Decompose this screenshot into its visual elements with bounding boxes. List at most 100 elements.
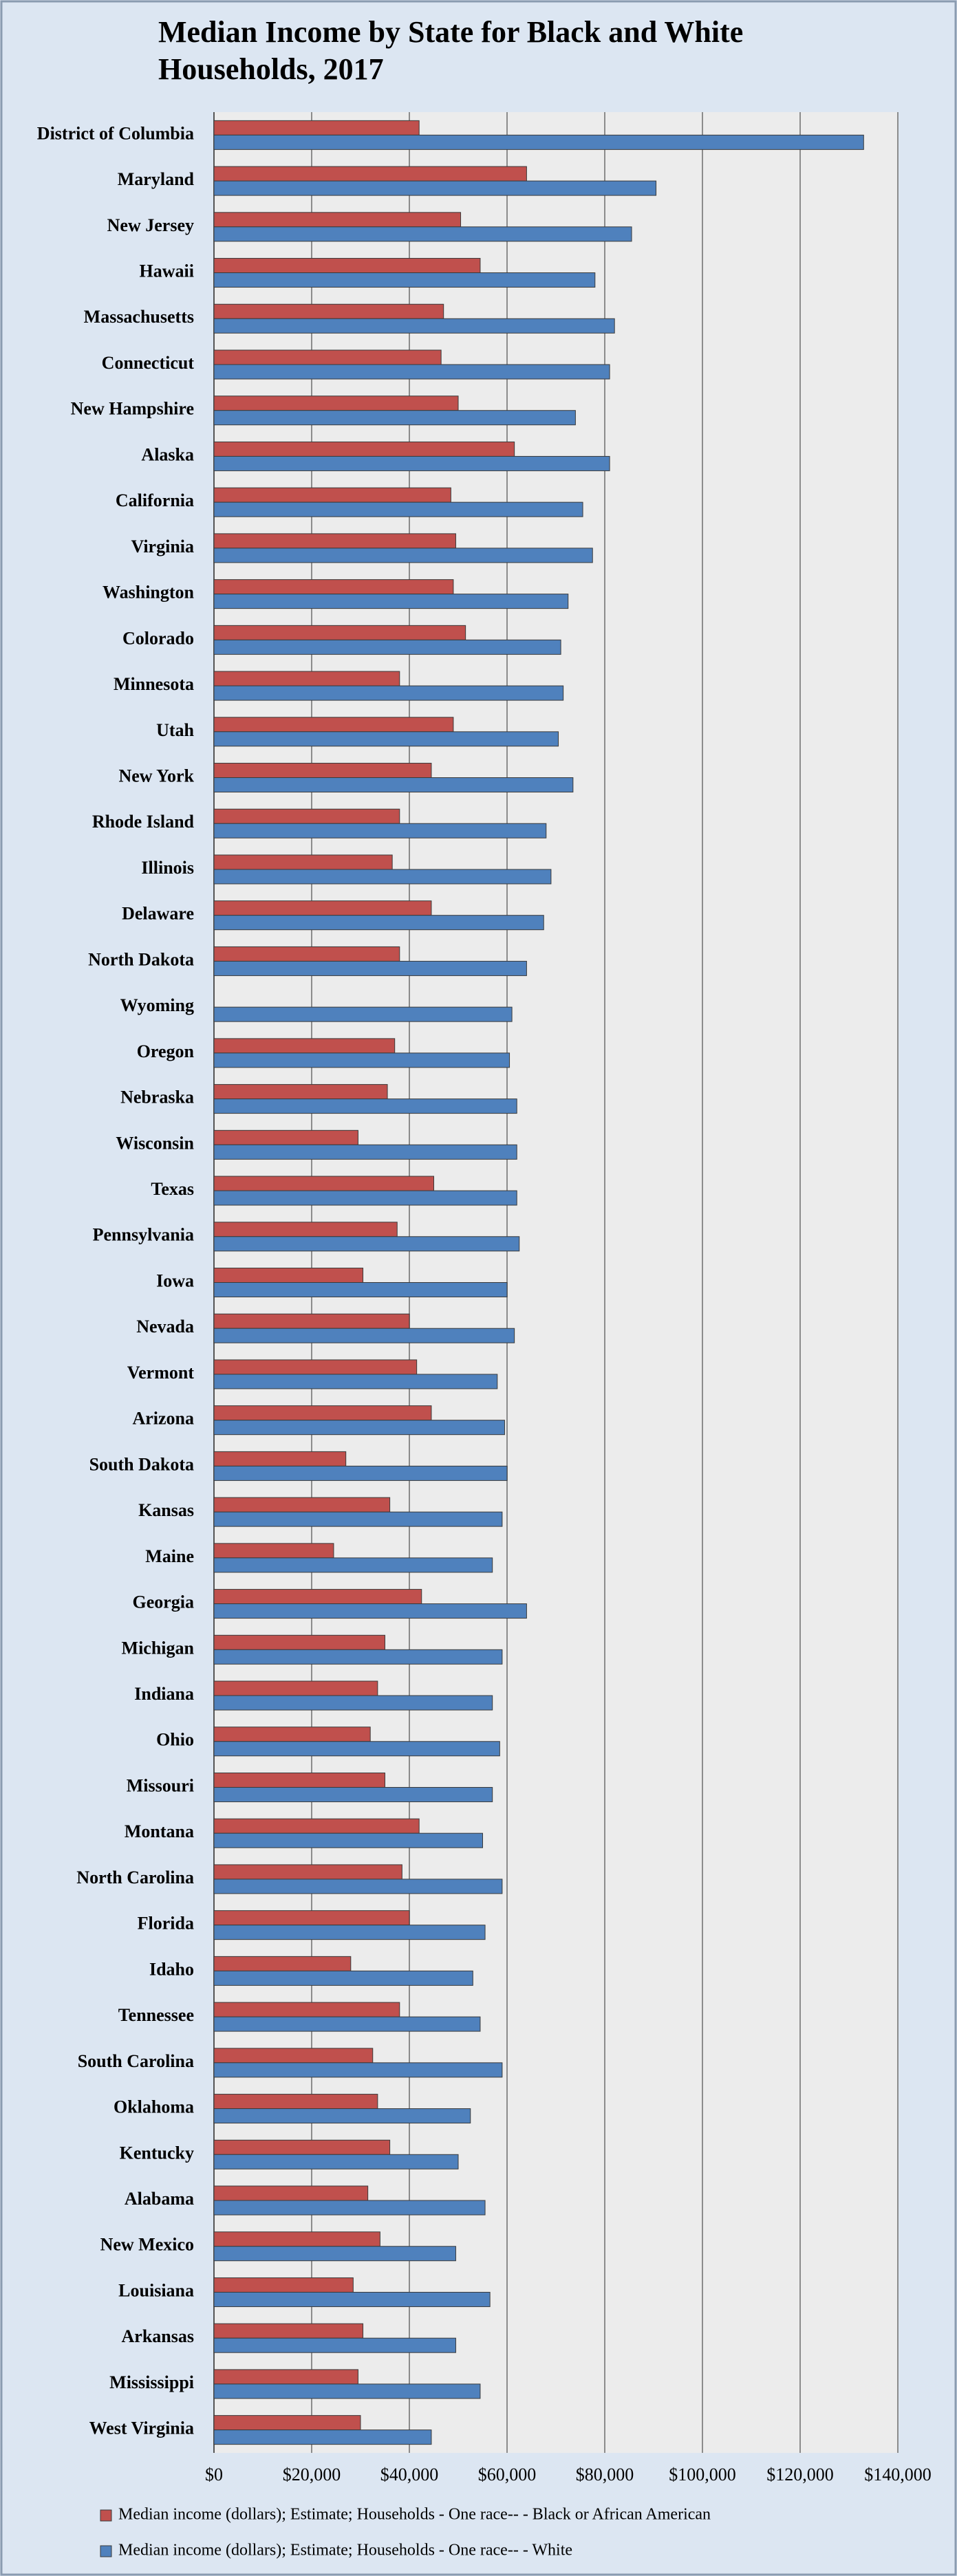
legend-swatch	[100, 2509, 112, 2522]
y-tick-label: North Carolina	[76, 1868, 194, 1887]
y-tick-label: Iowa	[156, 1270, 194, 1290]
y-tick-label: Massachusetts	[84, 307, 194, 327]
bar	[213, 869, 552, 885]
bar	[213, 2429, 432, 2445]
bar	[213, 533, 456, 549]
bar	[213, 303, 444, 319]
y-tick-label: Nebraska	[120, 1087, 194, 1107]
y-tick-label: Wisconsin	[116, 1133, 194, 1153]
bar	[213, 685, 564, 701]
bar	[213, 1818, 420, 1834]
bar	[213, 441, 515, 457]
bar	[213, 2383, 481, 2399]
y-tick-label: District of Columbia	[37, 123, 194, 143]
y-tick-label: Illinois	[141, 858, 194, 878]
bar	[213, 1680, 378, 1696]
y-tick-label: South Carolina	[78, 2051, 194, 2071]
bar	[213, 2094, 378, 2110]
x-tick-label: $20,000	[283, 2465, 341, 2485]
bar	[213, 2231, 380, 2247]
bar	[213, 1832, 483, 1848]
bar	[213, 1006, 513, 1022]
y-tick-label: Pennsylvania	[93, 1225, 194, 1245]
bar	[213, 1497, 391, 1513]
bar	[213, 777, 574, 793]
bar	[213, 349, 442, 365]
bar	[213, 1098, 517, 1114]
y-tick-label: Florida	[138, 1914, 194, 1934]
bar	[213, 671, 400, 686]
bar	[213, 212, 462, 228]
title-box: Median Income by State for Black and Whi…	[158, 15, 743, 86]
y-tick-label: Texas	[151, 1179, 194, 1199]
bar	[213, 1222, 398, 1237]
bar	[213, 1451, 347, 1466]
bar	[213, 854, 393, 870]
bar	[213, 1543, 334, 1559]
bar	[213, 2246, 456, 2262]
legend-label: Median income (dollars); Estimate; House…	[118, 2506, 711, 2524]
y-tick-label: Arkansas	[122, 2326, 194, 2346]
y-tick-label: Colorado	[122, 628, 194, 648]
y-tick-label: Mississippi	[109, 2372, 194, 2392]
y-tick-label: Ohio	[156, 1730, 194, 1750]
x-tick-label: $140,000	[864, 2465, 932, 2485]
y-tick-label: West Virginia	[89, 2418, 194, 2438]
bar	[213, 1741, 500, 1757]
y-tick-label: Tennessee	[118, 2005, 194, 2025]
bar	[213, 1268, 364, 1283]
y-tick-label: North Dakota	[88, 949, 194, 969]
bar	[213, 318, 615, 334]
bar	[213, 1405, 432, 1421]
bar	[213, 1879, 503, 1894]
x-tick-label: $120,000	[766, 2465, 834, 2485]
y-tick-label: Wyoming	[120, 995, 194, 1015]
y-tick-label: Hawaii	[140, 261, 194, 281]
bar	[213, 808, 400, 824]
bar	[213, 364, 610, 380]
bar	[213, 1956, 352, 1971]
y-tick-label: Connecticut	[102, 353, 195, 373]
y-tick-label: Oklahoma	[114, 2097, 194, 2117]
bar	[213, 2323, 364, 2339]
bar	[213, 410, 576, 426]
bar	[213, 120, 420, 136]
y-tick-label: Nevada	[136, 1317, 194, 1336]
y-tick-label: Rhode Island	[92, 812, 195, 832]
y-tick-label: Alabama	[125, 2189, 194, 2209]
bar	[213, 1282, 508, 1297]
y-tick-label: Maryland	[118, 169, 195, 189]
bar	[213, 625, 466, 640]
x-tick-label: $60,000	[478, 2465, 537, 2485]
bar	[213, 915, 544, 931]
y-tick-label: Utah	[156, 720, 194, 740]
bar	[213, 501, 583, 517]
bar	[213, 579, 454, 595]
y-tick-label: Kansas	[138, 1500, 194, 1520]
y-tick-label: Indiana	[134, 1684, 194, 1704]
bar	[213, 134, 864, 150]
y-tick-label: Virginia	[131, 537, 194, 556]
bar	[213, 639, 561, 655]
y-tick-label: New Jersey	[107, 215, 194, 235]
bar	[213, 1052, 510, 1068]
y-tick-label: New York	[118, 766, 194, 786]
bar	[213, 2108, 471, 2124]
bar	[213, 548, 593, 563]
bar	[213, 180, 657, 196]
bar	[213, 1129, 358, 1145]
y-tick-label: Alaska	[141, 444, 194, 464]
bar	[213, 2415, 361, 2431]
bar	[213, 1589, 422, 1605]
x-tick-label: $80,000	[576, 2465, 634, 2485]
bar	[213, 2185, 369, 2201]
y-tick-label: Michigan	[122, 1638, 195, 1658]
bar	[213, 1144, 517, 1160]
y-tick-label: Maine	[145, 1546, 194, 1566]
bar	[213, 1772, 385, 1788]
y-tick-label: Louisiana	[118, 2280, 194, 2300]
bar	[213, 1511, 503, 1527]
y-tick-label: New Mexico	[100, 2235, 194, 2255]
y-tick-label: Missouri	[127, 1775, 194, 1795]
bar	[213, 455, 610, 471]
